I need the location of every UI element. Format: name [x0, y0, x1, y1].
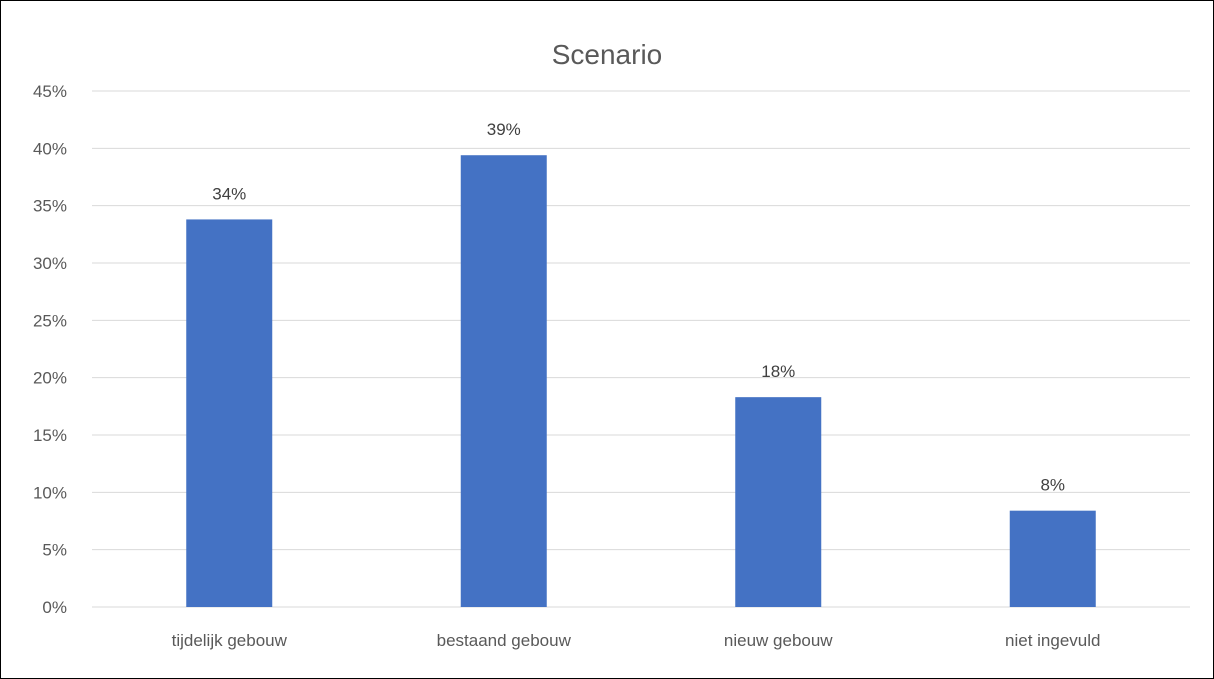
bar [460, 155, 547, 608]
x-category-label: tijdelijk gebouw [172, 631, 288, 650]
y-tick-label: 5% [42, 541, 67, 560]
bar [735, 397, 822, 607]
bar [186, 219, 273, 607]
bar-data-label: 8% [1040, 476, 1065, 495]
x-category-label: bestaand gebouw [437, 631, 572, 650]
chart-title: Scenario [552, 39, 663, 70]
y-tick-label: 45% [33, 82, 67, 101]
gridlines [92, 90, 1190, 608]
y-tick-label: 0% [42, 598, 67, 617]
x-axis-category-labels: tijdelijk gebouw bestaand gebouw nieuw geb… [172, 631, 1101, 650]
y-tick-label: 15% [33, 426, 67, 445]
y-tick-label: 20% [33, 369, 67, 388]
bar-data-label: 18% [761, 362, 795, 381]
bar-data-label: 34% [212, 184, 246, 203]
y-tick-label: 10% [33, 483, 67, 502]
data-labels: 34% 39% 18% 8% [212, 120, 1065, 494]
x-category-label: niet ingevuld [1005, 631, 1100, 650]
y-tick-label: 40% [33, 139, 67, 158]
y-tick-label: 25% [33, 311, 67, 330]
y-axis-tick-labels: 0% 5% 10% 15% 20% 25% 30% 35% 40% 45% [33, 82, 67, 617]
y-tick-label: 35% [33, 197, 67, 216]
bar [1009, 510, 1096, 607]
bars [186, 155, 1096, 608]
bar-data-label: 39% [487, 120, 521, 139]
x-category-label: nieuw gebouw [724, 631, 833, 650]
y-tick-label: 30% [33, 254, 67, 273]
